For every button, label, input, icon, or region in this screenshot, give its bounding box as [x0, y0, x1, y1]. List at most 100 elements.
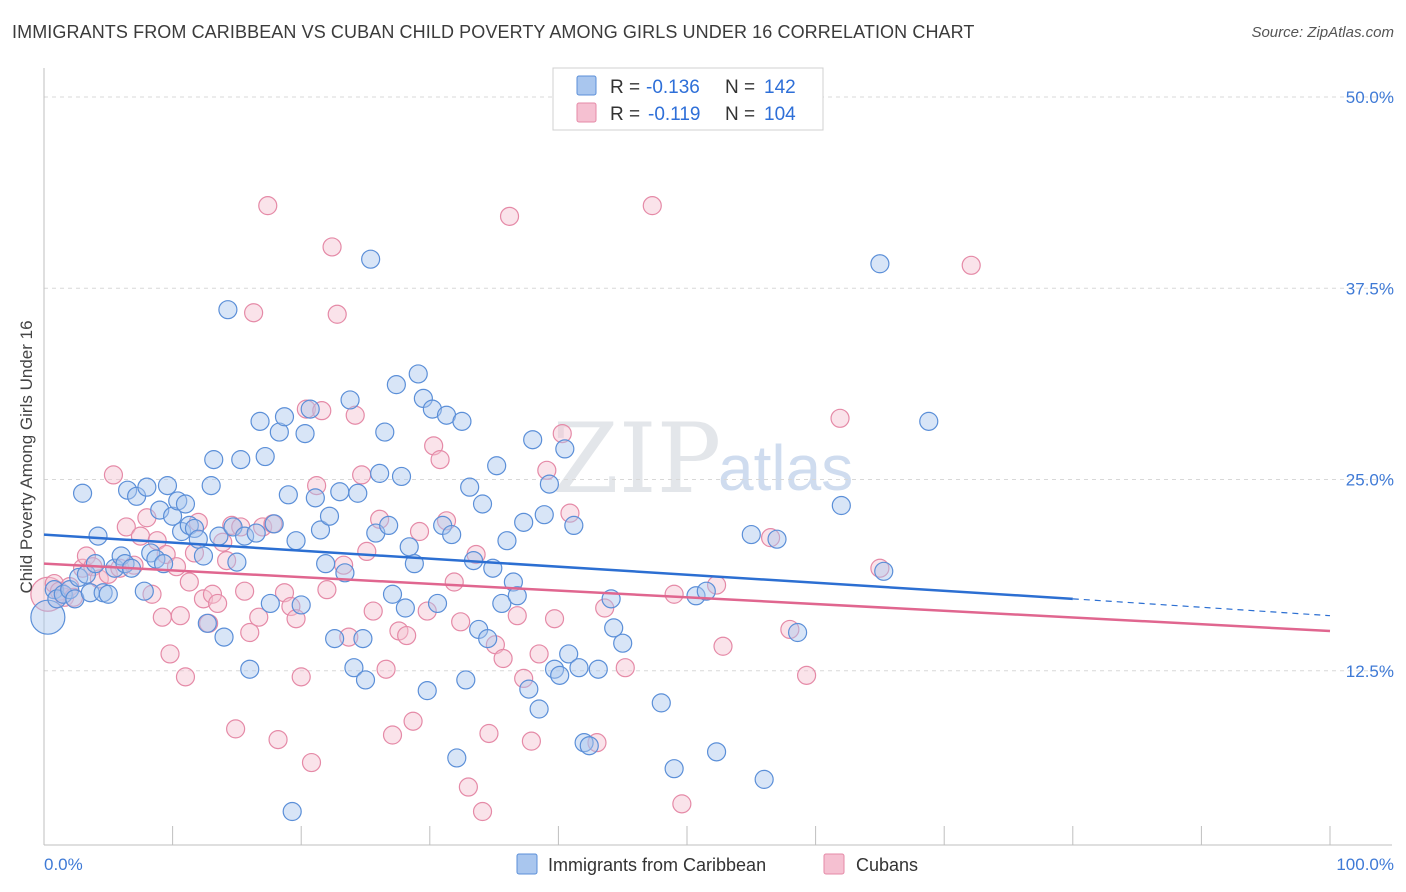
- cubans-point: [281, 596, 301, 617]
- y-axis-label: Child Poverty Among Girls Under 16: [17, 320, 36, 593]
- cubans-point: [103, 465, 124, 485]
- caribbean-trend-extension: [1072, 598, 1331, 617]
- legend-n-label-2: N =: [725, 104, 755, 125]
- cubans-point: [796, 665, 817, 685]
- cubans-point: [226, 719, 246, 739]
- caribbean-point: [344, 658, 364, 678]
- x-tick-label-min: 0.0%: [44, 855, 83, 874]
- caribbean-point: [767, 529, 787, 549]
- cubans-point: [217, 550, 237, 571]
- caribbean-point: [588, 659, 608, 679]
- caribbean-point: [604, 618, 624, 638]
- y-tick-label: 12.5%: [1346, 662, 1394, 681]
- cubans-point: [193, 589, 214, 609]
- y-tick-label: 25.0%: [1346, 471, 1394, 490]
- caribbean-point: [754, 769, 774, 789]
- caribbean-point: [286, 531, 306, 551]
- caribbean-point: [218, 300, 238, 320]
- caribbean-point: [874, 561, 894, 581]
- caribbean-point: [163, 506, 183, 526]
- watermark-zip: ZIP: [552, 403, 721, 515]
- caribbean-point: [179, 515, 199, 536]
- bottom-legend-swatch-caribbean: [516, 853, 538, 875]
- caribbean-point: [559, 644, 579, 664]
- cubans-point: [179, 572, 199, 592]
- caribbean-point: [300, 399, 320, 419]
- cubans-trend-line: [43, 562, 1331, 633]
- cubans-point: [664, 584, 684, 604]
- cubans-point: [514, 668, 534, 689]
- caribbean-point: [492, 593, 512, 614]
- caribbean-point: [487, 456, 507, 476]
- bottom-legend: Immigrants from Caribbean Cubans: [516, 853, 918, 875]
- caribbean-point: [497, 531, 517, 551]
- caribbean-point: [274, 407, 295, 427]
- cubans-point: [240, 622, 260, 643]
- cubans-point: [116, 517, 136, 537]
- caribbean-point: [523, 430, 543, 450]
- cubans-point: [160, 644, 180, 664]
- caribbean-point: [98, 584, 118, 604]
- caribbean-point: [456, 670, 476, 690]
- caribbean-point: [379, 515, 399, 536]
- caribbean-point: [204, 450, 224, 470]
- cubans-point: [713, 636, 733, 656]
- caribbean-point: [386, 375, 406, 395]
- cubans-point: [208, 593, 228, 614]
- cubans-point: [493, 648, 513, 669]
- cubans-point: [529, 644, 549, 664]
- legend-r-label-1: R =: [610, 77, 640, 98]
- caribbean-point: [519, 679, 539, 699]
- caribbean-point: [514, 512, 534, 532]
- caribbean-point: [319, 506, 340, 526]
- caribbean-point: [295, 424, 315, 444]
- caribbean-point: [399, 537, 419, 557]
- caribbean-point: [278, 485, 298, 505]
- cubans-point: [507, 606, 527, 626]
- caribbean-point: [250, 411, 270, 431]
- caribbean-point: [141, 543, 161, 563]
- caribbean-point: [550, 665, 570, 685]
- caribbean-point: [85, 554, 106, 574]
- caribbean-point: [157, 476, 178, 496]
- caribbean-point: [574, 733, 594, 753]
- caribbean-point: [330, 482, 350, 502]
- caribbean-point: [168, 491, 188, 511]
- cubans-point: [258, 196, 278, 216]
- caribbean-point: [193, 546, 214, 566]
- caribbean-point: [72, 483, 93, 503]
- caribbean-point: [664, 759, 684, 779]
- cubans-point: [152, 607, 172, 627]
- caribbean-point: [269, 422, 289, 442]
- cubans-point: [552, 424, 572, 444]
- caribbean-point: [529, 699, 549, 719]
- caribbean-point: [651, 693, 671, 713]
- y-tick-label: 50.0%: [1346, 88, 1394, 107]
- caribbean-point: [534, 505, 554, 525]
- bottom-legend-label-cubans: Cubans: [856, 855, 918, 875]
- caribbean-point: [175, 494, 196, 514]
- caribbean-point: [69, 567, 89, 588]
- cubans-point: [339, 627, 359, 647]
- caribbean-point: [564, 515, 584, 536]
- caribbean-point: [255, 446, 275, 467]
- cubans-point: [357, 541, 377, 562]
- caribbean-point: [478, 629, 498, 649]
- caribbean-point: [870, 254, 890, 274]
- caribbean-point: [613, 633, 633, 653]
- legend-n-value-1: 142: [764, 77, 796, 98]
- source-label: Source: ZipAtlas.com: [1251, 24, 1394, 41]
- caribbean-point: [361, 249, 381, 269]
- cubans-point: [830, 408, 850, 428]
- cubans-point: [780, 619, 800, 640]
- caribbean-point: [335, 563, 355, 583]
- caribbean-point: [539, 474, 559, 494]
- caribbean-point: [197, 613, 217, 633]
- caribbean-point: [417, 681, 437, 701]
- cubans-point: [499, 206, 520, 226]
- caribbean-point: [291, 595, 311, 615]
- top-legend-box: [552, 67, 824, 131]
- bottom-legend-swatch-cubans: [823, 853, 845, 875]
- legend-swatch-cubans: [576, 102, 597, 123]
